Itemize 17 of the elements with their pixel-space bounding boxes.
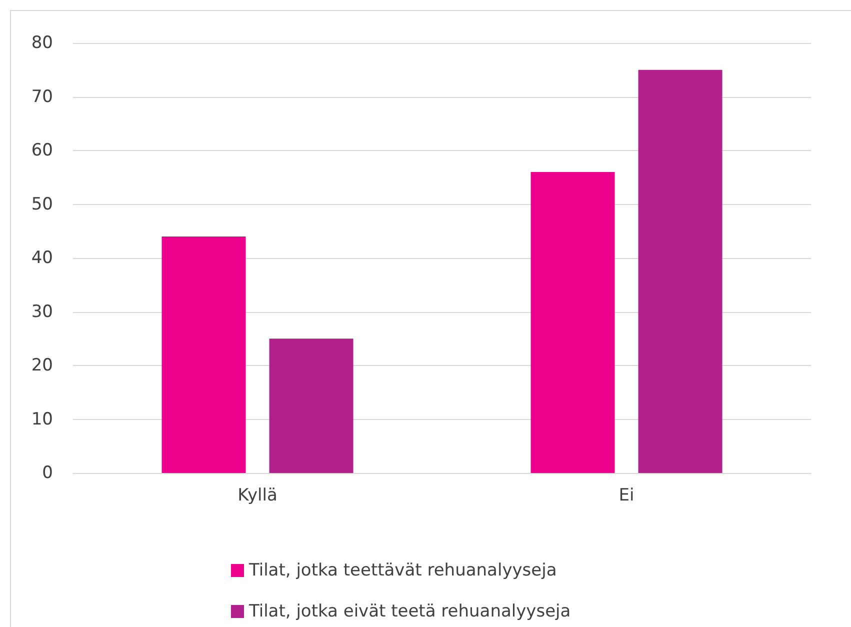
y-tick-label: 70: [31, 86, 53, 107]
y-tick-label: 60: [31, 140, 53, 160]
y-tick-label: 20: [31, 356, 53, 376]
y-tick-label: 30: [31, 302, 53, 322]
legend-label: Tilat, jotka teettävät rehuanalyyseja: [248, 560, 557, 580]
x-tick-label: Ei: [618, 486, 634, 506]
y-tick-label: 50: [31, 194, 53, 214]
legend-label: Tilat, jotka eivät teetä rehuanalyyseja: [248, 602, 571, 622]
y-tick-label: 40: [31, 248, 53, 268]
y-tick-label: 80: [31, 33, 53, 53]
y-tick-label: 0: [42, 463, 53, 483]
y-tick-label: 10: [31, 409, 53, 430]
bar: [162, 236, 246, 473]
bar: [638, 70, 722, 473]
bar: [530, 172, 615, 473]
x-tick-label: Kyllä: [238, 486, 278, 506]
bar: [269, 338, 354, 473]
